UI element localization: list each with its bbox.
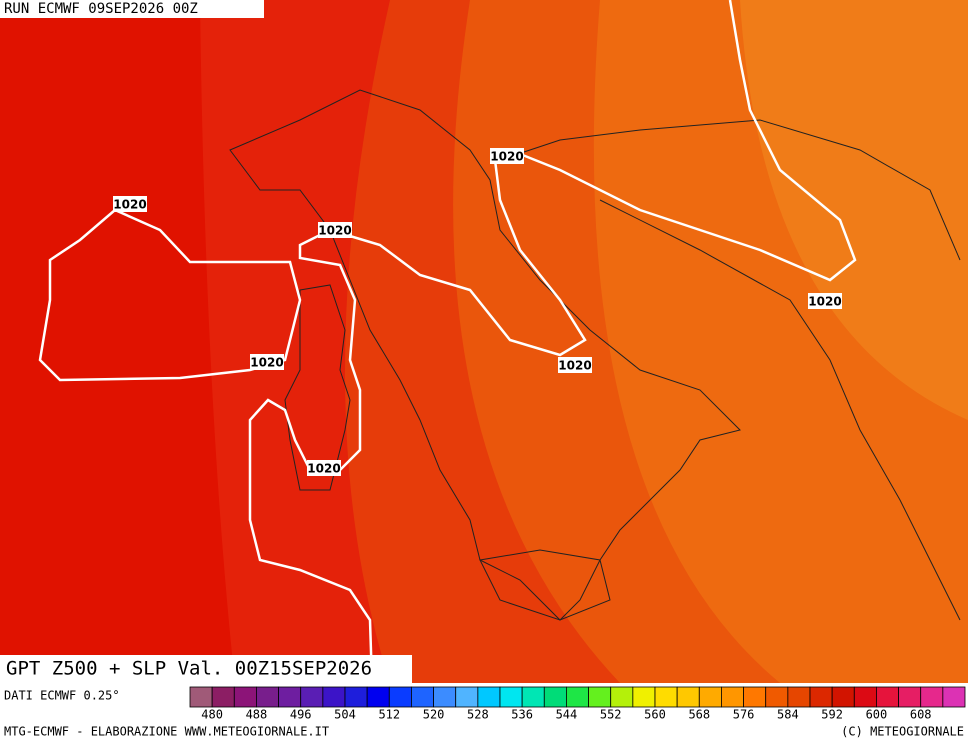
- colorbar-tick-label: 496: [290, 708, 312, 722]
- colorbar-tick-label: 592: [821, 708, 843, 722]
- isobar-label: 1020: [808, 295, 841, 309]
- colorbar-tick-label: 528: [467, 708, 489, 722]
- colorbar-tick-label: 552: [600, 708, 622, 722]
- colorbar-swatch: [433, 686, 457, 708]
- colorbar-swatch: [721, 686, 744, 708]
- colorbar-tick-label: 536: [511, 708, 533, 722]
- coastline: [284, 284, 351, 491]
- colorbar-swatch: [211, 686, 235, 708]
- isobar: [248, 228, 374, 684]
- colorbar-swatch: [898, 686, 922, 708]
- colorbar-swatch: [920, 686, 944, 708]
- header-box: [0, 0, 264, 18]
- colorbar-swatch: [322, 686, 346, 708]
- colorbar-tick-label: 608: [910, 708, 932, 722]
- colorbar-swatch: [455, 686, 479, 708]
- isobar-label: 1020: [250, 356, 283, 370]
- colorbar-tick-label: 512: [378, 708, 400, 722]
- colorbar-swatch: [610, 686, 634, 708]
- isobar-label-box: [808, 293, 842, 309]
- isobar-label: 1020: [558, 359, 591, 373]
- isobar-label-box: [490, 148, 524, 164]
- colorbar-swatch: [477, 686, 501, 708]
- colorbar-tick-label: 544: [556, 708, 578, 722]
- field-band: [740, 0, 968, 420]
- colorbar-tick-label: 480: [201, 708, 223, 722]
- colorbar-swatch: [344, 686, 368, 708]
- colorbar-swatch: [278, 686, 302, 708]
- isobar-label: 1020: [307, 462, 340, 476]
- colorbar-swatch: [787, 686, 811, 708]
- colorbar-tick-label: 488: [246, 708, 268, 722]
- colorbar-swatch: [942, 686, 966, 708]
- colorbar-swatch: [876, 686, 899, 708]
- colorbar-swatch: [765, 686, 789, 708]
- colorbar-tick-label: 568: [688, 708, 710, 722]
- isobar-label: 1020: [318, 224, 351, 238]
- source-label: DATI ECMWF 0.25°: [4, 689, 120, 703]
- colorbar-swatch: [853, 686, 877, 708]
- isobar-label: 1020: [490, 150, 523, 164]
- colorbar-swatch: [388, 686, 412, 708]
- colorbar-swatch: [654, 686, 678, 708]
- colorbar-tick-label: 576: [733, 708, 755, 722]
- colorbar-swatch: [521, 686, 545, 708]
- colorbar-swatch: [588, 686, 612, 708]
- colorbar-tick-label: 504: [334, 708, 356, 722]
- coastline: [499, 119, 961, 621]
- colorbar-swatch: [543, 686, 567, 708]
- colorbar-tick-label: 584: [777, 708, 799, 722]
- colorbar-swatch: [366, 686, 390, 708]
- isobar-label-box: [558, 357, 592, 373]
- colorbar-tick-label: 560: [644, 708, 666, 722]
- colorbar-swatch: [676, 686, 700, 708]
- colorbar-swatch: [809, 686, 833, 708]
- colorbar-swatch: [831, 686, 855, 708]
- colorbar-swatch: [499, 686, 523, 708]
- colorbar-swatch: [256, 686, 279, 708]
- colorbar-swatch: [300, 686, 324, 708]
- title-box: [0, 655, 412, 683]
- colorbar-swatch: [632, 686, 656, 708]
- colorbar-swatch: [698, 686, 722, 708]
- colorbar-swatch: [233, 686, 257, 708]
- isobar-label-box: [250, 354, 284, 370]
- colorbar-swatch: [743, 686, 767, 708]
- map-title: GPT Z500 + SLP Val. 00Z15SEP2026: [6, 658, 372, 680]
- colorbar-tick-label: 520: [423, 708, 445, 722]
- isobar-label-box: [113, 196, 147, 212]
- isobar-label-box: [318, 222, 352, 238]
- isobar-label: 1020: [113, 198, 146, 212]
- coastline: [479, 549, 611, 621]
- isobar: [38, 208, 302, 382]
- run-label: RUN ECMWF 09SEP2026 00Z: [4, 1, 198, 17]
- isobar-label-box: [307, 460, 341, 476]
- colorbar-tick-label: 600: [866, 708, 888, 722]
- colorbar-swatch: [566, 686, 589, 708]
- colorbar-swatch: [411, 686, 434, 708]
- colorbar-swatch: [189, 686, 213, 708]
- coastline: [229, 89, 741, 621]
- credit-right: (C) METEOGIORNALE: [841, 725, 964, 739]
- credit-left: MTG-ECMWF - ELABORAZIONE WWW.METEOGIORNA…: [4, 725, 329, 739]
